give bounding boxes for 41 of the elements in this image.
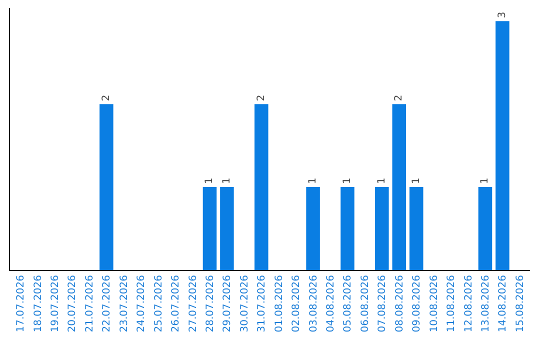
data-label: 2 <box>256 94 267 102</box>
data-label: 2 <box>100 94 112 102</box>
data-label: 2 <box>394 94 405 102</box>
x-tick-label: 19.07.2026 <box>50 275 62 332</box>
x-tick-label: 11.08.2026 <box>446 275 458 332</box>
x-tick-label: 23.07.2026 <box>118 275 130 332</box>
x-tick-label: 20.07.2026 <box>67 275 78 332</box>
x-tick-label: 03.08.2026 <box>308 275 320 332</box>
x-tick-label: 02.08.2026 <box>291 275 302 332</box>
x-tick-label: 31.07.2026 <box>256 275 268 332</box>
x-tick-label: 01.08.2026 <box>274 275 285 332</box>
x-tick-label: 07.08.2026 <box>377 275 388 332</box>
x-tick-label: 18.07.2026 <box>32 275 44 332</box>
x-tick-label: 04.08.2026 <box>326 275 337 332</box>
x-tick-label: 27.07.2026 <box>188 275 199 332</box>
data-label: 1 <box>376 178 388 184</box>
x-tick-label: 29.07.2026 <box>222 275 234 332</box>
x-tick-label: 13.08.2026 <box>480 275 492 332</box>
x-tick-label: 14.08.2026 <box>498 275 509 332</box>
x-tick-label: 09.08.2026 <box>412 275 423 332</box>
x-tick-label: 25.07.2026 <box>153 275 164 332</box>
x-tick-label: 17.07.2026 <box>16 275 27 332</box>
data-label: 1 <box>480 178 491 184</box>
x-tick-label: 30.07.2026 <box>239 275 250 332</box>
data-label: 3 <box>496 12 508 18</box>
x-tick-label: 21.07.2026 <box>84 275 96 332</box>
data-label: 1 <box>221 178 232 184</box>
x-tick-label: 06.08.2026 <box>360 275 371 332</box>
x-tick-label: 08.08.2026 <box>394 275 406 332</box>
data-label: 1 <box>342 178 353 184</box>
x-tick-label: 22.07.2026 <box>102 275 113 332</box>
x-tick-label: 15.08.2026 <box>514 275 526 332</box>
data-label: 1 <box>204 178 216 184</box>
data-label: 1 <box>410 178 422 184</box>
x-tick-label: 24.07.2026 <box>136 275 148 332</box>
x-tick-label: 12.08.2026 <box>463 275 474 332</box>
x-tick-label: 05.08.2026 <box>342 275 354 332</box>
x-tick-label: 10.08.2026 <box>428 275 440 332</box>
x-tick-label: 28.07.2026 <box>204 275 216 332</box>
x-tick-label: 26.07.2026 <box>170 275 182 332</box>
data-label: 1 <box>308 178 319 184</box>
